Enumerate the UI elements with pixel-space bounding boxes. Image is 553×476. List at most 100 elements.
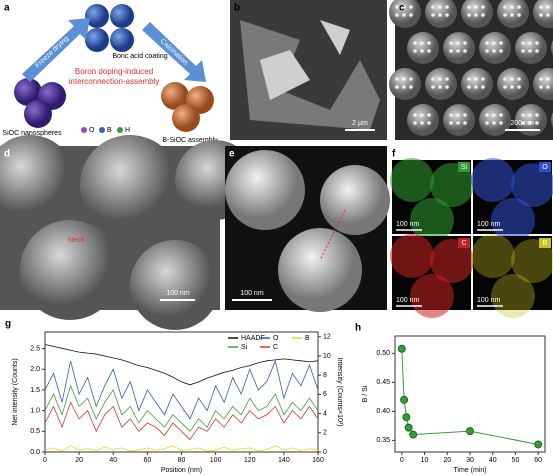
panel-f: f Si 100 nm O 100 nm C 100 nm B 100 nm [390, 149, 553, 318]
sphere [497, 68, 529, 100]
y2-tick-label: 12 [323, 334, 331, 341]
y2-tick-label: 2 [323, 430, 327, 437]
marker [409, 430, 418, 439]
y-tick-label: 0.0 [30, 449, 40, 456]
eds-blob [511, 163, 553, 207]
element-tag [539, 238, 551, 248]
dot [499, 113, 503, 117]
dot [499, 49, 503, 53]
dot [528, 49, 532, 53]
center-label: interconnection-assembly [69, 77, 160, 86]
element-label: C [461, 240, 466, 247]
x-tick-label: 10 [421, 457, 429, 464]
dot [510, 13, 514, 17]
legend-label: Si [241, 344, 248, 351]
dot [521, 49, 525, 53]
dot [467, 85, 471, 89]
dot [517, 85, 521, 89]
dot [445, 5, 449, 9]
dot [481, 77, 485, 81]
legend-label: O [273, 335, 279, 342]
dot [503, 5, 507, 9]
legend-label: O [89, 127, 95, 134]
scale-bar-label: 100 nm [477, 221, 501, 228]
dot [395, 85, 399, 89]
dot [463, 113, 467, 117]
dot [492, 113, 496, 117]
element-label: Si [461, 164, 468, 171]
sphere [461, 68, 493, 100]
dot [467, 5, 471, 9]
x-tick-label: 140 [278, 457, 290, 464]
dot [427, 49, 431, 53]
dot [499, 121, 503, 125]
x-tick-label: 40 [109, 457, 117, 464]
dot [499, 41, 503, 45]
x-tick-label: 20 [75, 457, 83, 464]
dot [395, 77, 399, 81]
panel-e: e 100 nm [225, 146, 390, 312]
eds-blob [491, 274, 535, 318]
dot [463, 49, 467, 53]
eds-blob [471, 158, 515, 202]
dot [402, 85, 406, 89]
y-axis-label: Net intensity (Counts) [12, 358, 19, 425]
dot [427, 121, 431, 125]
x-tick-label: 160 [312, 457, 324, 464]
panel-d: d Neck 100 nm [0, 135, 255, 330]
dot [517, 5, 521, 9]
sphere [425, 68, 457, 100]
step-label: Freeze drying [34, 35, 70, 69]
dot [503, 77, 507, 81]
panel-c: c 200 nm [389, 0, 553, 140]
dot [420, 121, 424, 125]
sphere [389, 68, 421, 100]
dot [517, 77, 521, 81]
dot [456, 121, 460, 125]
dot [539, 85, 543, 89]
y-tick-label: 1.0 [30, 407, 40, 414]
dot [431, 77, 435, 81]
dot [438, 77, 442, 81]
eds-blob [511, 239, 553, 283]
panel-label: a [4, 3, 10, 14]
dot [420, 113, 424, 117]
x-tick-label: 40 [489, 457, 497, 464]
marker [400, 395, 409, 404]
marker [466, 427, 474, 436]
marker [404, 423, 413, 432]
eds-blob [430, 239, 474, 283]
marker [397, 344, 406, 353]
dot [535, 113, 539, 117]
sphere [515, 32, 547, 64]
eds-blob [410, 274, 454, 318]
dot [535, 49, 539, 53]
dot [409, 85, 413, 89]
dot [546, 13, 550, 17]
dot [546, 85, 550, 89]
y-tick-label: 0.5 [30, 428, 40, 435]
dot [427, 113, 431, 117]
dot [535, 41, 539, 45]
dot [456, 41, 460, 45]
y-tick-label: 2.5 [30, 345, 40, 352]
x-tick-label: 0 [43, 457, 47, 464]
scale-bar-label: 200 nm [510, 120, 534, 127]
panel-label: c [399, 3, 405, 14]
dot [402, 13, 406, 17]
x-tick-label: 80 [178, 457, 186, 464]
dot [510, 77, 514, 81]
x-tick-label: 30 [466, 457, 474, 464]
dot [431, 13, 435, 17]
dot [449, 121, 453, 125]
series-line [44, 384, 319, 432]
marker [402, 413, 411, 422]
dot [528, 121, 532, 125]
dot [438, 13, 442, 17]
x-tick-label: 60 [534, 457, 542, 464]
dot [438, 85, 442, 89]
x-tick-label: 60 [143, 457, 151, 464]
y2-tick-label: 0 [323, 449, 327, 456]
dot [481, 85, 485, 89]
